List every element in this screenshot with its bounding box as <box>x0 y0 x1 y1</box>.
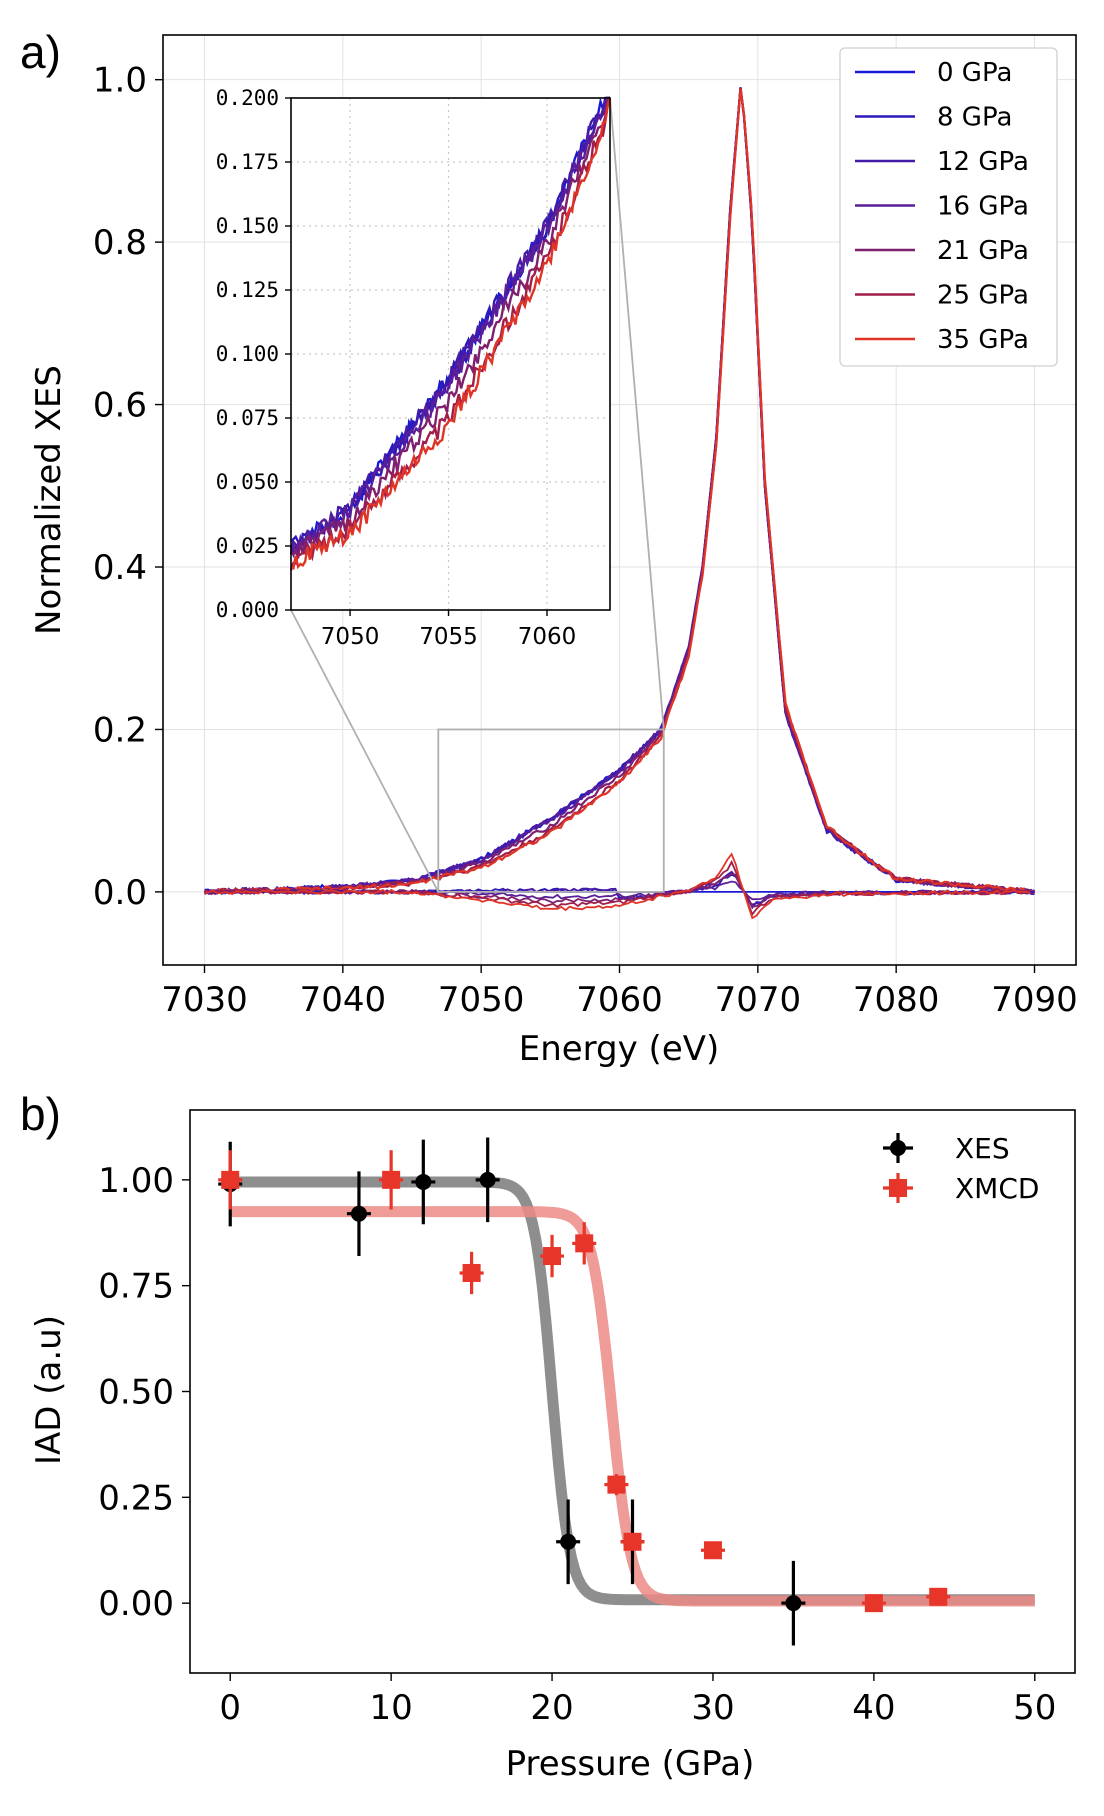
inset-xtick-label: 7055 <box>419 624 478 650</box>
legend-entry-label: 8 GPa <box>937 103 1012 133</box>
panel-b-ytick-label: 0.50 <box>98 1373 174 1413</box>
inset-y-ticks: 0.000 0.025 0.050 0.075 0.100 0.125 0.150 0.175… <box>216 86 291 622</box>
legend-entry-label: 12 GPa <box>937 147 1029 177</box>
inset-zoom-plot: 7050 7055 7060 0.0000.0250.0500.0750.1000.… <box>216 86 612 650</box>
legend-entry-label: 25 GPa <box>937 281 1029 311</box>
panel-a-y-ticks: 0.0 0.2 0.4 0.6 0.8 1.0 <box>93 61 163 913</box>
panel-b-xtick-label: 20 <box>530 1688 573 1728</box>
legend-marker-square <box>889 1179 907 1197</box>
legend-entry-label: 0 GPa <box>937 58 1012 88</box>
panel-a-xtick-label: 7070 <box>715 980 802 1020</box>
panel-b-point-xmcd <box>575 1234 594 1253</box>
panel-a-xtick-label: 7080 <box>853 980 940 1020</box>
panel-a-legend-box <box>839 47 1058 367</box>
inset-xtick-label: 7050 <box>321 624 380 650</box>
panel-b-xtick-label: 10 <box>370 1688 413 1728</box>
panel-b-legend: XES XMCD <box>883 1132 1039 1205</box>
inset-ytick-label: 0.200 <box>216 86 279 110</box>
legend-entry-label: 16 GPa <box>937 192 1029 222</box>
legend-marker-circle <box>890 1140 906 1156</box>
panel-b-xtick-label: 40 <box>852 1688 895 1728</box>
inset-series-line <box>290 97 612 570</box>
panel-a-ytick-label: 0.4 <box>93 548 147 588</box>
legend-entry-label: 21 GPa <box>937 236 1029 266</box>
zoom-connector-line <box>609 97 665 730</box>
panel-a-difference-line <box>204 852 1031 920</box>
panel-b-ytick-label: 0.00 <box>98 1584 174 1624</box>
inset-ytick-label: 0.175 <box>216 150 279 174</box>
panel-a-ylabel: Normalized XES <box>29 365 69 635</box>
panel-b-point-xes <box>350 1205 367 1222</box>
zoom-connector-line <box>290 609 440 893</box>
inset-ytick-label: 0.050 <box>216 470 279 494</box>
inset-series-line <box>289 96 610 555</box>
panel-b-ylabel: IAD (a.u) <box>29 1315 69 1465</box>
panel-a-xtick-label: 7090 <box>991 980 1078 1020</box>
panel-a-xtick-label: 7030 <box>161 980 248 1020</box>
panel-a-xtick-label: 7060 <box>576 980 663 1020</box>
panel-b-xtick-label: 0 <box>219 1688 241 1728</box>
panel-b-ytick-label: 0.75 <box>98 1267 174 1307</box>
panel-b-x-ticks: 0 10 20 30 40 50 <box>219 1673 1056 1728</box>
legend-entry-label: XES <box>955 1132 1010 1165</box>
panel-a-xlabel: Energy (eV) <box>519 1029 720 1069</box>
panel-b-point-xmcd <box>462 1263 481 1282</box>
panel-a-xtick-label: 7050 <box>438 980 525 1020</box>
panel-b-y-ticks: 0.00 0.25 0.50 0.75 1.00 <box>98 1161 190 1624</box>
panel-b-point-xmcd <box>864 1594 883 1613</box>
panel-a-label: a) <box>20 26 61 78</box>
panel-b-point-xes <box>479 1171 496 1188</box>
legend-entry-label: XMCD <box>955 1172 1039 1205</box>
panel-b-label: b) <box>20 1088 61 1140</box>
inset-curves <box>289 96 612 571</box>
panel-b-point-xes <box>415 1173 432 1190</box>
inset-ytick-label: 0.025 <box>216 534 279 558</box>
panel-a-plot-area <box>203 87 1036 920</box>
legend-entry-label: 35 GPa <box>937 325 1029 355</box>
panel-b-point-xmcd <box>929 1587 948 1606</box>
panel-b-plot-area <box>218 1137 1035 1646</box>
panel-b-xlabel: Pressure (GPa) <box>506 1744 755 1784</box>
panel-b: b) 0 10 20 30 40 50 0.00 0.25 0.50 0.75 1.00 Pres… <box>20 1088 1076 1784</box>
panel-b-point-xmcd <box>623 1532 642 1551</box>
inset-x-ticks: 7050 7055 7060 <box>321 610 576 650</box>
panel-a-ytick-label: 1.0 <box>93 61 147 101</box>
panel-a-x-ticks: 7030 7040 7050 7060 7070 7080 7090 <box>161 965 1078 1020</box>
panel-b-point-xmcd <box>607 1475 626 1494</box>
panel-b-point-xmcd <box>221 1170 240 1189</box>
inset-ytick-label: 0.000 <box>216 598 279 622</box>
panel-b-point-xmcd <box>382 1170 401 1189</box>
panel-b-ytick-label: 0.25 <box>98 1478 174 1518</box>
panel-b-xtick-label: 50 <box>1013 1688 1056 1728</box>
inset-ytick-label: 0.100 <box>216 342 279 366</box>
inset-series-line <box>290 96 610 559</box>
panel-b-point-xmcd <box>543 1247 562 1266</box>
inset-ytick-label: 0.125 <box>216 278 279 302</box>
panel-b-point-xes <box>560 1533 577 1550</box>
panel-a-series-line <box>204 88 1035 896</box>
panel-a-legend: 0 GPa 8 GPa 12 GPa 16 GPa 21 GPa 25 GPa 35 GPa <box>839 47 1058 367</box>
panel-b-ytick-label: 1.00 <box>98 1161 174 1201</box>
inset-ytick-label: 0.150 <box>216 214 279 238</box>
panel-b-point-xes <box>785 1595 802 1612</box>
panel-a-ytick-label: 0.2 <box>93 710 147 750</box>
panel-b-xtick-label: 30 <box>691 1688 734 1728</box>
inset-xtick-label: 7060 <box>518 624 577 650</box>
panel-b-point-xmcd <box>703 1541 722 1560</box>
inset-ytick-label: 0.075 <box>216 406 279 430</box>
zoom-region-box <box>437 728 665 893</box>
panel-a-ytick-label: 0.8 <box>93 223 147 263</box>
panel-a-xtick-label: 7040 <box>300 980 387 1020</box>
panel-a-ytick-label: 0.0 <box>93 873 147 913</box>
panel-a-ytick-label: 0.6 <box>93 386 147 426</box>
panel-a: a) 7030 7040 7050 7060 7070 7080 7090 0.00.20.… <box>20 26 1078 1069</box>
